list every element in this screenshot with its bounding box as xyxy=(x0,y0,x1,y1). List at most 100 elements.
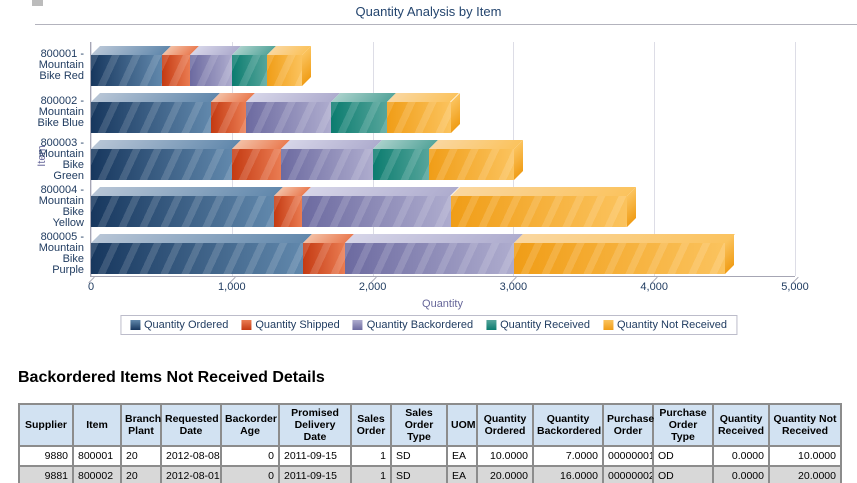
legend-item-quantity-backordered: Quantity Backordered xyxy=(352,319,474,331)
x-tick-label: 2,000 xyxy=(358,281,387,293)
table-cell: OD xyxy=(652,465,714,483)
table-cell: 10.0000 xyxy=(768,445,842,467)
bar-segment-quantity-backordered[interactable] xyxy=(189,55,232,86)
bar-segment-quantity-shipped[interactable] xyxy=(232,149,282,180)
category-label-text: 800005 - Mountain Bike Purple xyxy=(38,230,84,276)
gridline xyxy=(795,42,796,276)
category-label-text: 800002 - Mountain Bike Blue xyxy=(37,95,84,129)
column-header-supplier: Supplier xyxy=(18,403,74,447)
stacked-bar xyxy=(91,243,726,274)
stacked-bar xyxy=(91,149,514,180)
bar-segment-quantity-shipped[interactable] xyxy=(274,196,303,227)
table-cell: 20.0000 xyxy=(768,465,842,483)
column-header-sales-order-type: Sales Order Type xyxy=(390,403,448,447)
category-label-text: 800004 - Mountain Bike Yellow xyxy=(38,183,84,229)
title-divider xyxy=(35,24,857,25)
column-header-quantity-received: Quantity Received xyxy=(712,403,770,447)
table-cell: 0 xyxy=(220,445,280,467)
x-tick-label: 5,000 xyxy=(781,281,809,293)
gridline xyxy=(654,42,656,276)
legend-swatch-icon xyxy=(241,320,252,330)
table-cell: 20.0000 xyxy=(476,465,534,483)
category-axis-labels: 800001 - Mountain Bike Red 800002 - Mount… xyxy=(0,42,87,277)
details-table: Supplier Item Branch Plant Requested Date Ba… xyxy=(18,403,842,483)
legend-swatch-icon xyxy=(602,320,613,330)
bar-segment-quantity-backordered[interactable] xyxy=(302,196,451,227)
column-header-item: Item xyxy=(72,403,122,447)
chart-bar-row xyxy=(91,42,795,89)
table-cell: 00000001 xyxy=(602,445,654,467)
x-tick-label: 3,000 xyxy=(499,281,528,293)
bar-segment-quantity-ordered[interactable] xyxy=(91,243,303,274)
bar-segment-quantity-not-received[interactable] xyxy=(513,243,726,274)
column-header-purchase-order: Purchase Order xyxy=(602,403,654,447)
table-cell: 7.0000 xyxy=(532,445,604,467)
legend-swatch-icon xyxy=(352,320,363,330)
bar-segment-quantity-received[interactable] xyxy=(330,102,388,133)
bar-segment-quantity-backordered[interactable] xyxy=(344,243,514,274)
table-cell: SD xyxy=(390,465,448,483)
column-header-promised-delivery-date: Promised Delivery Date xyxy=(278,403,352,447)
bar-segment-quantity-not-received[interactable] xyxy=(450,196,627,227)
legend-swatch-icon xyxy=(129,320,140,330)
details-section-heading: Backordered Items Not Received Details xyxy=(18,369,325,386)
table-cell: OD xyxy=(652,445,714,467)
table-cell: 00000002 xyxy=(602,465,654,483)
plot-area: 0 1,000 2,000 3,000 4,000 5,000 xyxy=(88,42,809,293)
table-cell: 9881 xyxy=(18,465,74,483)
bar-segment-quantity-not-received[interactable] xyxy=(429,149,514,180)
table-cell: 20 xyxy=(120,465,162,483)
chart-title: Quantity Analysis by Item xyxy=(355,4,502,19)
category-label: 800003 - Mountain Bike Green xyxy=(0,136,87,183)
table-cell: 20 xyxy=(120,445,162,467)
x-axis-title: Quantity xyxy=(422,298,463,310)
screen-artifact xyxy=(32,0,43,6)
bar-segment-quantity-received[interactable] xyxy=(231,55,268,86)
x-tick-label: 0 xyxy=(87,281,95,293)
bar-segment-quantity-shipped[interactable] xyxy=(302,243,345,274)
bar-segment-quantity-ordered[interactable] xyxy=(91,196,275,227)
table-cell: 2012-08-08 xyxy=(160,445,222,467)
table-cell: 9880 xyxy=(18,445,74,467)
category-label: 800001 - Mountain Bike Red xyxy=(0,42,87,89)
table-cell: 800002 xyxy=(72,465,122,483)
bar-segment-quantity-backordered[interactable] xyxy=(246,102,331,133)
table-cell: 2011-09-15 xyxy=(278,465,352,483)
bar-segment-quantity-not-received[interactable] xyxy=(387,102,451,133)
category-label-text: 800003 - Mountain Bike Green xyxy=(38,136,84,182)
table-cell: 800001 xyxy=(72,445,122,467)
bar-segment-quantity-not-received[interactable] xyxy=(267,55,303,86)
legend-label: Quantity Ordered xyxy=(143,319,229,331)
legend-label: Quantity Backordered xyxy=(366,319,474,331)
table-row: 9880 800001 20 2012-08-08 0 2011-09-15 1 SD EA 10… xyxy=(18,445,842,467)
table-row: 9881 800002 20 2012-08-01 0 2011-09-15 1 SD EA 20… xyxy=(18,465,842,483)
bar-segment-quantity-ordered[interactable] xyxy=(91,102,211,133)
chart-bar-row xyxy=(91,136,795,183)
table-cell: 0.0000 xyxy=(712,465,770,483)
stacked-bar xyxy=(91,102,451,133)
table-cell: SD xyxy=(390,445,448,467)
column-header-backorder-age: Backorder Age xyxy=(220,403,280,447)
legend-item-quantity-shipped: Quantity Shipped xyxy=(241,319,340,331)
x-tick-label: 1,000 xyxy=(218,281,246,293)
column-header-requested-date: Requested Date xyxy=(160,403,222,447)
legend-item-quantity-not-received: Quantity Not Received xyxy=(602,319,727,331)
legend-item-quantity-ordered: Quantity Ordered xyxy=(129,319,229,331)
column-header-quantity-ordered: Quantity Ordered xyxy=(476,403,534,447)
stacked-bar xyxy=(91,55,303,86)
table-head: Supplier Item Branch Plant Requested Date Ba… xyxy=(18,403,842,447)
bar-segment-quantity-shipped[interactable] xyxy=(210,102,247,133)
bar-segment-quantity-backordered[interactable] xyxy=(281,149,373,180)
bar-segment-quantity-received[interactable] xyxy=(372,149,430,180)
bar-segment-quantity-ordered[interactable] xyxy=(91,149,232,180)
table-cell: EA xyxy=(446,465,478,483)
column-header-quantity-not-received: Quantity Not Received xyxy=(768,403,842,447)
bar-segment-quantity-ordered[interactable] xyxy=(91,55,162,86)
table-cell: 2011-09-15 xyxy=(278,445,352,467)
bar-segment-quantity-shipped[interactable] xyxy=(161,55,190,86)
column-header-purchase-order-type: Purchase Order Type xyxy=(652,403,714,447)
chart-bar-row xyxy=(91,230,795,277)
stacked-bar xyxy=(91,196,627,227)
table-cell: EA xyxy=(446,445,478,467)
